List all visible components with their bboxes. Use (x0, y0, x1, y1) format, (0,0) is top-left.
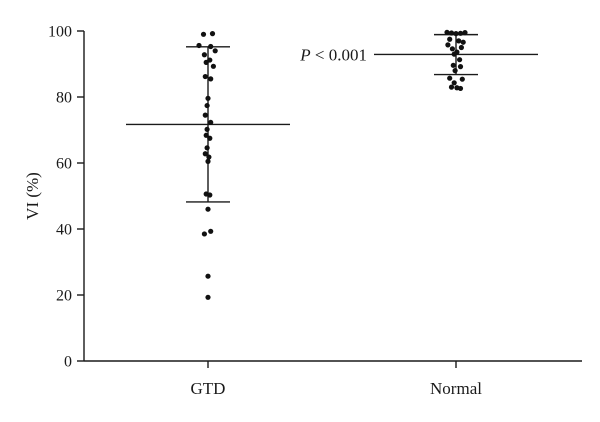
y-tick-label-100: 100 (48, 24, 72, 41)
gtd-point-1 (200, 31, 207, 37)
normal-point-21 (448, 84, 455, 90)
gtd-point-8 (203, 59, 209, 65)
normal-point-13 (451, 51, 457, 57)
y-ticks: 0 20 40 60 80 100 (48, 24, 84, 371)
gtd-point-26 (201, 231, 207, 237)
gtd-point-4 (208, 43, 214, 50)
y-axis-title: VI (%) (23, 172, 42, 220)
y-tick-label-60: 60 (56, 156, 72, 173)
annotations: P < 0.001 (299, 45, 367, 64)
gtd-point-21 (206, 154, 212, 160)
normal-point-14 (457, 57, 463, 63)
gtd-point-3 (196, 42, 202, 49)
gtd-point-11 (208, 76, 214, 82)
gtd-point-27 (208, 228, 214, 234)
gtd-point-24 (207, 192, 213, 198)
normal-point-9 (445, 42, 451, 48)
axes (83, 31, 582, 362)
normal-point-11 (449, 46, 455, 52)
normal-point-5 (462, 30, 468, 36)
y-tick-label-80: 80 (56, 90, 72, 107)
y-tick-label-40: 40 (56, 222, 72, 239)
gtd-point-2 (209, 31, 216, 37)
gtd-point-28 (205, 273, 211, 279)
x-tick-label-gtd: GTD (191, 379, 226, 398)
gtd-point-22 (205, 158, 211, 164)
normal-point-4 (457, 30, 464, 36)
gtd-point-29 (205, 294, 211, 300)
gtd-point-14 (202, 112, 208, 118)
normal-point-7 (456, 38, 462, 44)
gtd-point-25 (205, 206, 211, 212)
gtd-point-16 (204, 126, 210, 132)
y-tick-label-0: 0 (64, 354, 72, 371)
gtd-point-19 (204, 145, 210, 151)
normal-point-16 (457, 64, 464, 70)
gtd-point-18 (207, 135, 213, 141)
normal-point-17 (452, 68, 458, 74)
data-points (196, 29, 468, 300)
gtd-point-15 (208, 119, 214, 126)
normal-point-23 (457, 85, 464, 92)
normal-point-3 (453, 31, 459, 37)
gtd-point-5 (212, 48, 218, 54)
y-tick-label-20: 20 (56, 288, 72, 305)
normal-point-8 (460, 39, 466, 45)
x-ticks: GTD Normal (191, 361, 482, 398)
gtd-point-12 (205, 95, 211, 101)
normal-point-18 (447, 75, 453, 81)
normal-point-2 (448, 30, 455, 36)
gtd-point-17 (203, 132, 209, 138)
gtd-point-6 (201, 52, 207, 58)
gtd-point-9 (210, 63, 216, 69)
gtd-point-20 (202, 151, 208, 157)
normal-point-10 (458, 44, 464, 51)
normal-point-6 (447, 36, 453, 42)
p-value-annotation: P < 0.001 (299, 45, 367, 64)
gtd-point-13 (204, 102, 210, 109)
normal-point-15 (450, 62, 456, 68)
x-tick-label-normal: Normal (430, 379, 482, 398)
gtd-point-10 (202, 73, 208, 80)
normal-point-1 (444, 29, 450, 35)
normal-point-19 (459, 76, 465, 82)
normal-point-20 (451, 80, 457, 86)
